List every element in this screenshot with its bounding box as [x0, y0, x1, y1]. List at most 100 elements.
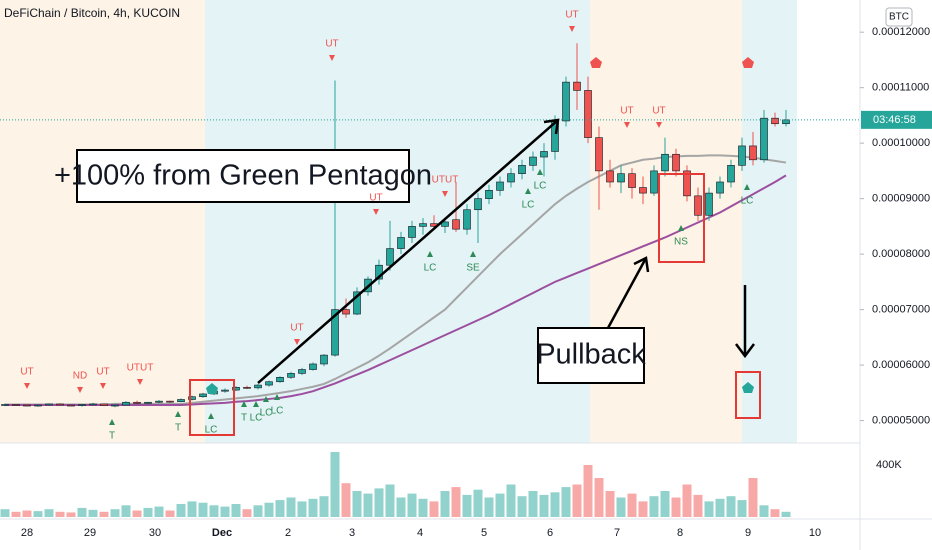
volume-bar	[737, 500, 747, 517]
x-tick-label: 2	[285, 527, 291, 539]
volume-bar	[517, 496, 527, 517]
volume-bar	[451, 487, 461, 517]
chart-title: DeFiChain / Bitcoin, 4h, KUCOIN	[4, 6, 180, 20]
candle-body	[188, 396, 196, 400]
volume-bar	[528, 491, 538, 517]
arrows	[257, 118, 755, 384]
candle-body	[650, 170, 658, 194]
candle-body	[243, 386, 251, 389]
candle-body	[144, 401, 152, 404]
volume-bar	[396, 497, 406, 517]
candle-body	[441, 221, 449, 227]
signal-label: LC	[741, 196, 754, 207]
signal-marker	[656, 122, 662, 128]
volume-bar	[198, 502, 208, 517]
signal-label: ND	[73, 371, 87, 382]
y-tick-label: 0.00006000	[872, 359, 930, 371]
candle-body	[408, 226, 416, 238]
x-tick-label: 29	[84, 527, 96, 539]
x-tick-label: 4	[417, 527, 423, 539]
volume-bar	[759, 505, 769, 517]
signal-marker	[241, 401, 247, 407]
candle-body	[276, 377, 284, 383]
volume-bar	[704, 501, 714, 517]
volume-bar	[473, 489, 483, 517]
volume-bar	[187, 501, 197, 517]
volume-bar	[440, 491, 450, 517]
volume-bar	[66, 512, 76, 517]
currency-badge[interactable]	[885, 7, 913, 27]
volume-bar	[715, 498, 725, 517]
volume-bar	[693, 494, 703, 517]
signal-label: LC	[534, 181, 547, 192]
y-tick-label: 0.00011000	[872, 82, 929, 94]
volume-bar	[264, 502, 274, 517]
candle-body	[23, 404, 31, 407]
volume-bar	[341, 483, 351, 517]
signal-marker	[470, 251, 476, 257]
signal-label: T	[175, 423, 181, 434]
candle-body	[298, 369, 306, 374]
callout: Pullback	[536, 339, 646, 371]
signal-marker	[427, 251, 433, 257]
volume-bar	[627, 493, 637, 517]
y-tick-label: 0.00010000	[872, 137, 930, 149]
candle-body	[562, 81, 570, 122]
volume-bar	[583, 465, 593, 517]
signal-marker	[329, 55, 335, 61]
candle-body	[12, 404, 20, 406]
volume-bar	[429, 501, 439, 517]
signal-marker	[537, 169, 543, 175]
x-tick-label: 10	[809, 527, 821, 539]
y-tick-label: 0.00008000	[872, 248, 930, 260]
candle-body	[507, 173, 515, 183]
volume-bar	[781, 511, 791, 517]
candle-body	[738, 145, 746, 166]
y-tick-label: 0.00007000	[872, 304, 930, 316]
signal-label: UT	[620, 106, 633, 117]
volume-bar	[638, 501, 648, 517]
session-bg	[0, 0, 205, 443]
volume-bar	[242, 509, 252, 517]
x-tick-label: 3	[349, 527, 355, 539]
candle-body	[694, 195, 702, 216]
candle-body	[342, 309, 350, 315]
x-tick-label: Dec	[212, 527, 232, 539]
candle-body	[727, 165, 735, 183]
volume-bar	[484, 497, 494, 517]
volume-bar	[495, 493, 505, 517]
signal-marker	[208, 413, 214, 419]
candle-body	[716, 181, 724, 194]
candle-body	[595, 137, 603, 172]
signal-label: LC	[522, 200, 535, 211]
signal-label: LC	[260, 408, 273, 419]
candle-body	[639, 187, 647, 194]
candle-body	[45, 403, 53, 406]
signal-marker	[100, 383, 106, 389]
candle-body	[606, 170, 614, 183]
y-tick-label: 0.00005000	[872, 414, 930, 426]
signal-label: UT	[290, 323, 303, 334]
signal-marker	[294, 339, 300, 345]
volume-bar	[275, 500, 285, 517]
candle-body	[628, 173, 636, 188]
volume-bar	[418, 498, 428, 517]
signal-marker	[678, 225, 684, 231]
volume-bar	[231, 504, 241, 517]
signal-marker	[525, 188, 531, 194]
candle-body	[221, 389, 229, 392]
candle-body	[749, 145, 757, 161]
candle-body	[1, 404, 9, 406]
signal-label: T	[109, 431, 115, 442]
x-tick-label: 30	[149, 527, 161, 539]
candle-body	[463, 209, 471, 230]
candle-body	[485, 190, 493, 199]
candle-body	[331, 309, 339, 356]
volume-bar	[605, 491, 615, 517]
signal-marker	[744, 184, 750, 190]
volume-bar	[22, 510, 32, 517]
signal-label: UT	[369, 193, 382, 204]
candle-body	[672, 153, 680, 172]
candle-body	[683, 170, 691, 197]
signal-marker	[373, 209, 379, 215]
